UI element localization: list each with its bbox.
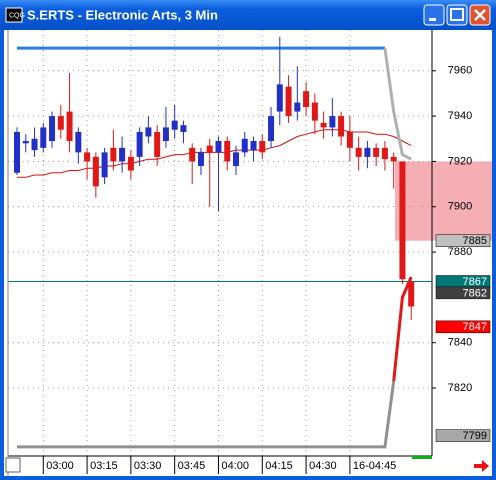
scroll-box[interactable] [5, 457, 21, 473]
x-tick-label: 03:45 [178, 460, 206, 472]
y-tick-label: 7920 [448, 155, 472, 167]
candle-body [259, 141, 266, 153]
candle-body [408, 281, 415, 307]
candle-body [294, 102, 301, 112]
minimize-box[interactable] [423, 4, 445, 26]
candle-body [22, 141, 29, 144]
candle-body [215, 141, 222, 153]
y-tick-label: 7840 [448, 337, 472, 349]
candle-body [57, 116, 64, 130]
x-tick-label: 04:15 [265, 460, 293, 472]
candle-body [233, 152, 239, 166]
candle-body [364, 147, 371, 157]
candle-body [311, 102, 318, 121]
candle-body [66, 111, 73, 142]
price-marker-label: 7799 [463, 430, 487, 442]
candle-body [145, 127, 152, 137]
window-title: S.ERTS - Electronic Arts, 3 Min [27, 7, 218, 22]
candle-body [180, 125, 187, 132]
candle-body [92, 156, 99, 187]
y-tick-label: 7960 [448, 65, 472, 77]
candle-body [101, 152, 108, 178]
close-button[interactable] [469, 4, 491, 26]
price-marker-label: 7862 [463, 287, 487, 299]
price-marker-label: 7885 [463, 235, 487, 247]
candle-body [250, 141, 257, 151]
x-tick-label: 03:15 [90, 460, 118, 472]
x-tick-label: 03:00 [46, 460, 74, 472]
icon-glyph: CQG [9, 12, 25, 19]
chart-area [4, 30, 492, 476]
indicator-line [383, 47, 412, 161]
candle-body [31, 138, 38, 151]
candle-body [373, 147, 380, 157]
candle-body [285, 86, 292, 117]
candle-body [268, 116, 275, 142]
price-marker-label: 7847 [463, 321, 487, 333]
candle-body [171, 120, 178, 130]
candle-body [49, 116, 56, 142]
x-tick-label: 04:00 [221, 460, 249, 472]
y-tick-label: 7880 [448, 246, 472, 258]
indicator-line [17, 129, 412, 178]
candle-body [381, 147, 388, 160]
y-tick-label: 7820 [448, 382, 472, 394]
candle-body [189, 147, 196, 162]
scroll-arrow[interactable] [474, 460, 489, 472]
candle-body [303, 91, 310, 108]
scroll-indicator [412, 456, 432, 459]
minimize-button[interactable] [423, 4, 445, 26]
x-tick-label: 04:30 [309, 460, 337, 472]
candle-body [399, 161, 406, 280]
close-glyph [474, 9, 486, 21]
x-tick-label: 03:30 [134, 460, 162, 472]
window-icon [5, 7, 23, 23]
minimize-glyph [429, 18, 436, 21]
candle-body [197, 152, 204, 166]
y-tick-label: 7900 [448, 201, 472, 213]
price-marker-label: 7867 [463, 276, 487, 288]
price-marker [435, 320, 491, 334]
candle-body [154, 131, 161, 157]
candle-body [127, 156, 134, 171]
candle-body [224, 141, 231, 162]
candle-body [14, 131, 20, 173]
candle-body [206, 145, 213, 153]
candle-body [390, 156, 397, 162]
zone [395, 161, 492, 241]
plot: 7820 7840 7880 7900 7920 7940 7960 03:00 03:15 03… [8, 30, 492, 474]
maximize-glyph [450, 8, 464, 21]
candle-body [241, 138, 248, 153]
x-tick-label: 16-04:45 [353, 460, 396, 472]
candle-body [136, 131, 143, 157]
title-bar [0, 0, 496, 30]
candle-body [320, 122, 327, 128]
y-tick-label: 7940 [448, 110, 472, 122]
candle-body [84, 152, 91, 162]
candle-body [276, 84, 283, 112]
candle-body [75, 131, 82, 153]
candle-body [355, 147, 362, 157]
price-marker [435, 286, 491, 300]
indicator-line [17, 381, 396, 449]
candle-body [162, 127, 169, 142]
candle-body [329, 116, 336, 128]
maximize-button[interactable] [446, 4, 468, 26]
candle-body [119, 147, 126, 162]
price-marker [435, 429, 491, 442]
candle-body [110, 147, 117, 162]
price-marker [435, 234, 491, 247]
candle-body [338, 116, 345, 137]
candle-body [40, 127, 47, 148]
candle-body [346, 131, 353, 148]
